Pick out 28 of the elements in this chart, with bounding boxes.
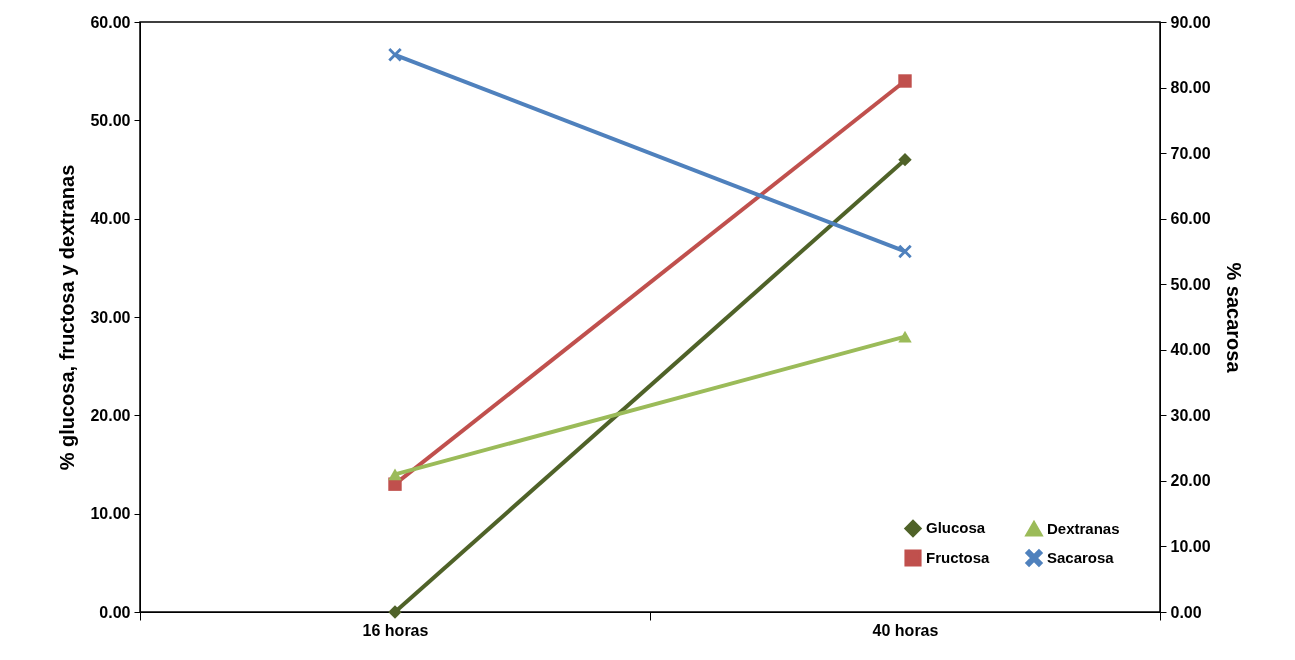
y2-tick-label: 30.00 [1170,406,1211,424]
y2-tick-label: 70.00 [1170,144,1211,162]
y2-tick-label: 20.00 [1170,472,1211,490]
legend-label: Sacarosa [1047,549,1115,566]
y2-tick-label: 0.00 [1170,603,1202,621]
legend-label: Dextranas [1047,519,1120,537]
y-tick-label: 50.00 [90,111,131,129]
y2-tick-label: 40.00 [1170,341,1211,359]
y-tick-label: 0.00 [99,603,131,621]
y-axis-title: % glucosa, fructosa y dextranas [56,164,79,471]
y-tick-label: 30.00 [90,308,131,326]
y2-tick-label: 80.00 [1170,79,1211,97]
y-tick-label: 10.00 [90,505,131,523]
legend-label: Glucosa [926,519,986,537]
point [388,605,402,619]
y-tick-label: 40.00 [90,210,131,228]
point [898,152,912,167]
y-tick-label: 20.00 [90,406,131,424]
y2-tick-label: 60.00 [1170,210,1211,228]
y2-tick-label: 50.00 [1170,275,1211,293]
x-tick-label: 40 horas [872,621,939,639]
y2-tick-label: 10.00 [1170,537,1211,555]
x-tick-label: 16 horas [362,621,429,639]
y-tick-label: 60.00 [90,13,131,31]
y2-tick-label: 90.00 [1170,13,1211,31]
y2-axis-title: % sacarosa [1222,262,1245,374]
point [898,74,912,88]
legend-label: Fructosa [926,549,990,566]
